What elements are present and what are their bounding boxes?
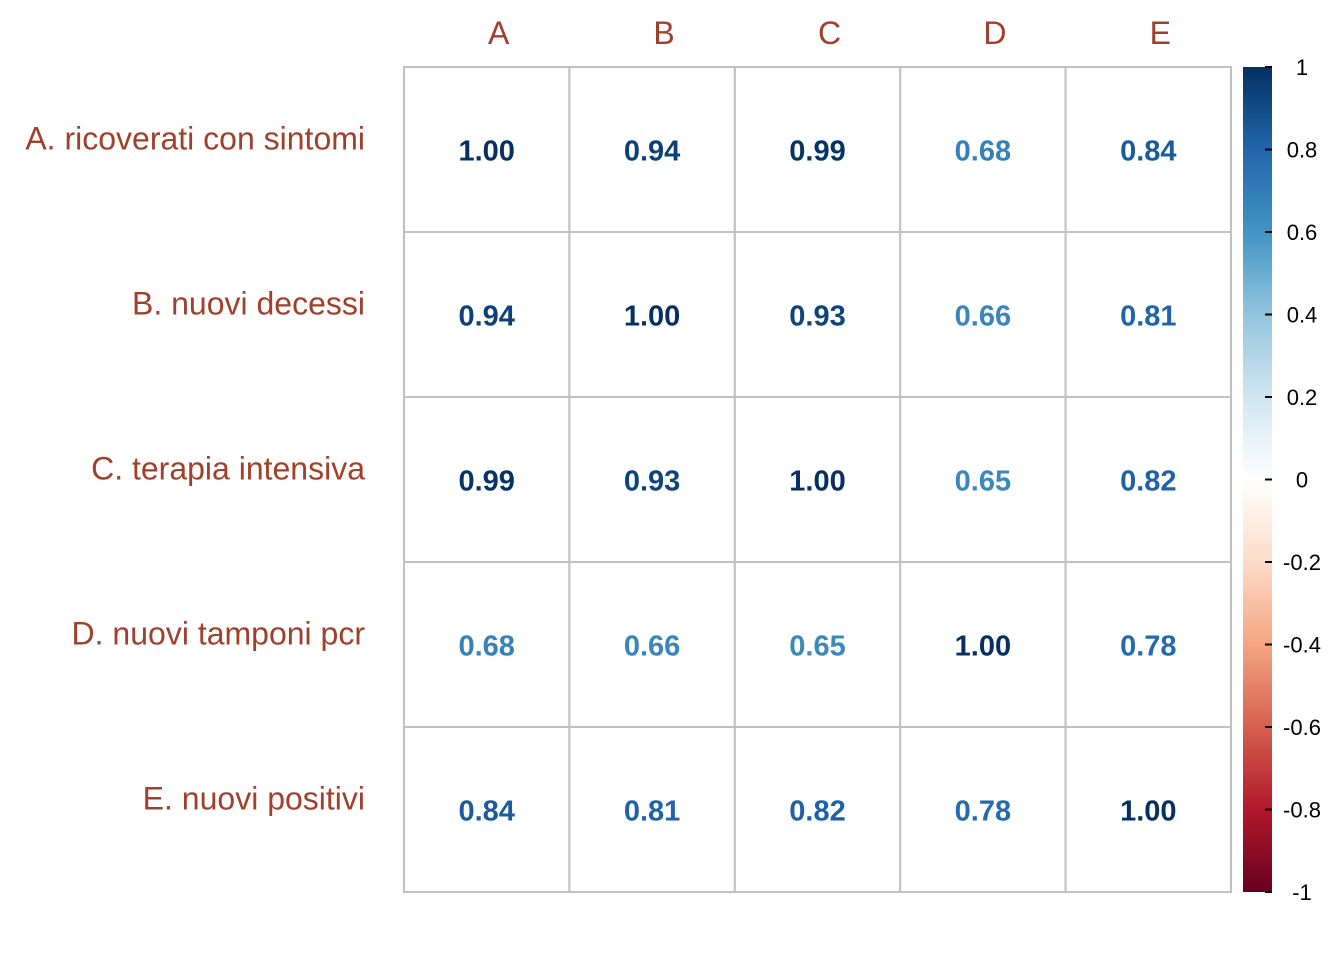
heatmap-cell (1064, 396, 1232, 563)
cell-value-label: 0.84 (458, 796, 514, 828)
heatmap-cell (568, 561, 736, 728)
colorbar-tick-label: 1 (1296, 55, 1308, 80)
heatmap-cells: 1.00 0.94 0.99 0.68 0.84 0.94 1.00 0.93 0.66 0.81… (403, 66, 1232, 893)
colorbar-tick-label: -0.2 (1283, 550, 1321, 575)
heatmap-cell (1064, 231, 1232, 398)
cell-value-label: 0.78 (1120, 631, 1176, 663)
row-label: B. nuovi decessi (132, 286, 365, 322)
row-labels: A. ricoverati con sintomi B. nuovi decess… (25, 121, 365, 817)
cell-value-label: 0.93 (624, 466, 680, 498)
column-labels: A B C D E (488, 15, 1171, 51)
cell-value-label: 0.66 (624, 631, 680, 663)
heatmap-cell (733, 231, 902, 398)
row-label: C. terapia intensiva (91, 451, 365, 487)
row-label: E. nuovi positivi (143, 781, 365, 817)
cell-value-label: 1.00 (1120, 796, 1176, 828)
cell-value-label: 0.65 (955, 466, 1011, 498)
heatmap-cell (568, 66, 736, 233)
heatmap-cell (403, 231, 571, 398)
colorbar-tick-label: -0.8 (1283, 798, 1321, 823)
heatmap-cell (1064, 66, 1232, 233)
cell-value-label: 1.00 (624, 301, 680, 333)
cell-value-label: 0.78 (955, 796, 1011, 828)
cell-value-label: 0.82 (789, 796, 845, 828)
cell-value-label: 0.68 (458, 631, 514, 663)
heatmap-cell (733, 66, 902, 233)
cell-value-label: 0.81 (624, 796, 680, 828)
heatmap-cell (1064, 726, 1232, 893)
column-label: B (653, 15, 674, 51)
cell-value-label: 0.99 (789, 136, 845, 168)
colorbar-tick-label: -0.6 (1283, 715, 1321, 740)
heatmap-cell (403, 726, 571, 893)
cell-value-label: 0.84 (1120, 136, 1176, 168)
heatmap-cell (403, 561, 571, 728)
cell-value-label: 0.65 (789, 631, 845, 663)
column-label: E (1150, 15, 1171, 51)
heatmap-cell (733, 726, 902, 893)
cell-value-label: 0.94 (458, 301, 514, 333)
row-label: A. ricoverati con sintomi (25, 121, 365, 157)
heatmap-cell (568, 396, 736, 563)
column-label: A (488, 15, 510, 51)
heatmap-cell (899, 66, 1067, 233)
cell-value-label: 0.68 (955, 136, 1011, 168)
colorbar-tick-label: 0.6 (1287, 220, 1318, 245)
cell-value-label: 1.00 (955, 631, 1011, 663)
heatmap-cell (403, 66, 571, 233)
cell-value-label: 1.00 (458, 136, 514, 168)
row-label: D. nuovi tamponi pcr (72, 616, 366, 652)
heatmap-cell (899, 396, 1067, 563)
heatmap-cell (899, 561, 1067, 728)
cell-value-label: 0.99 (458, 466, 514, 498)
heatmap-cell (733, 561, 902, 728)
colorbar-tick-label: 0 (1296, 468, 1308, 493)
column-label: C (818, 15, 841, 51)
column-label: D (983, 15, 1006, 51)
heatmap-cell (733, 396, 902, 563)
heatmap-cell (568, 726, 736, 893)
heatmap-cell (1064, 561, 1232, 728)
colorbar-tick-label: 0.8 (1287, 138, 1318, 163)
colorbar-tick-label: -1 (1292, 880, 1312, 905)
cell-value-label: 0.66 (955, 301, 1011, 333)
colorbar-tick-label: -0.4 (1283, 633, 1321, 658)
colorbar-tick-label: 0.4 (1287, 303, 1318, 328)
cell-value-label: 1.00 (789, 466, 845, 498)
cell-value-label: 0.81 (1120, 301, 1176, 333)
cell-value-label: 0.93 (789, 301, 845, 333)
cell-value-label: 0.82 (1120, 466, 1176, 498)
color-legend: 1 0.8 0.6 0.4 0.2 0 -0.2 -0.4 -0.6 -0.8 -1 (1243, 55, 1321, 905)
colorbar-tick-label: 0.2 (1287, 385, 1318, 410)
cell-value-label: 0.94 (624, 136, 680, 168)
